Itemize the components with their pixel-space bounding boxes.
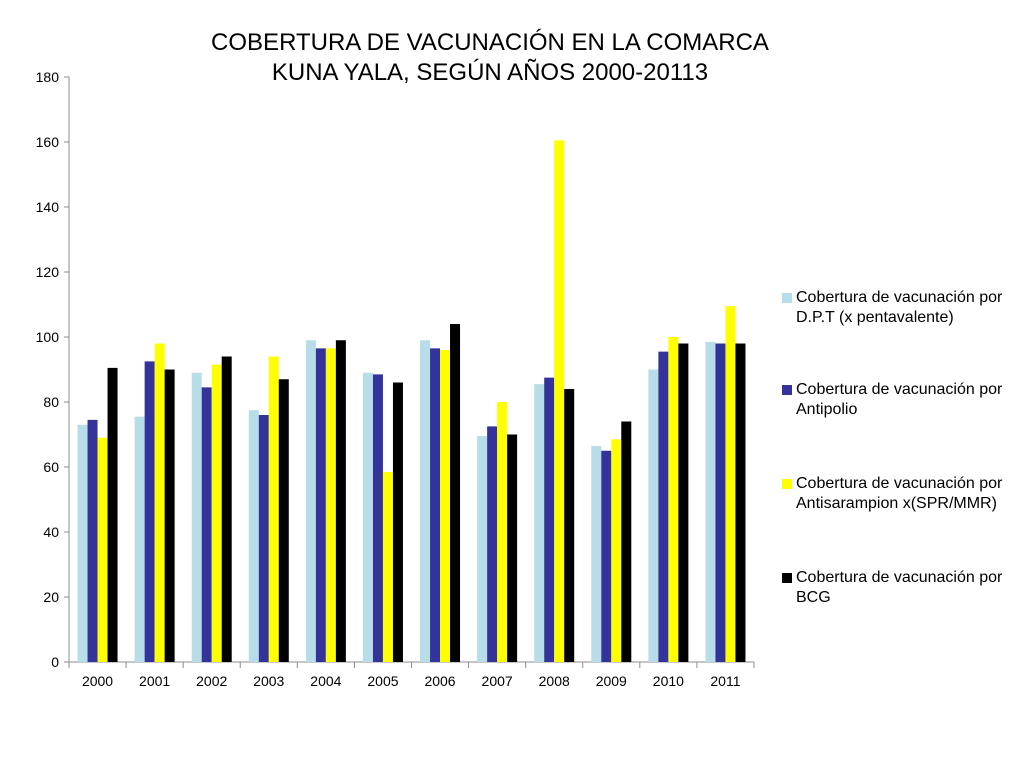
bar-series-4-2005 <box>392 382 403 662</box>
bar-series-1-2005 <box>362 372 373 662</box>
bar-series-1-2009 <box>591 445 602 662</box>
y-tick-label: 140 <box>36 199 60 215</box>
bar-series-2-2003 <box>258 415 269 662</box>
bar-series-4-2002 <box>221 356 232 662</box>
bar-series-1-2006 <box>420 340 431 662</box>
chart-title-line-2: KUNA YALA, SEGÚN AÑOS 2000-20113 <box>271 59 709 86</box>
bar-series-3-2006 <box>440 350 451 662</box>
x-tick-label: 2001 <box>139 673 170 689</box>
bar-series-3-2001 <box>154 343 165 662</box>
y-tick-label: 180 <box>36 69 60 85</box>
x-tick-label: 2007 <box>482 673 513 689</box>
bar-series-2-2007 <box>487 426 498 662</box>
bar-series-1-2001 <box>134 416 145 662</box>
bar-series-2-2009 <box>601 450 612 662</box>
bar-series-3-2010 <box>668 337 679 662</box>
bar-series-3-2004 <box>325 348 336 662</box>
y-tick-label: 160 <box>36 134 60 150</box>
bar-series-3-2002 <box>211 364 222 662</box>
y-tick-label: 60 <box>43 459 59 475</box>
bar-series-1-2003 <box>248 410 259 662</box>
bar-series-3-2011 <box>725 306 736 662</box>
legend-label-dpt: Cobertura de vacunación por D.P.T (x pen… <box>796 289 1003 326</box>
x-tick-label: 2008 <box>539 673 570 689</box>
bar-series-1-2008 <box>534 384 545 662</box>
bar-series-3-2008 <box>554 140 565 662</box>
bar-series-3-2005 <box>382 471 393 662</box>
bar-series-4-2011 <box>735 343 746 662</box>
legend-label-bcg: Cobertura de vacunación por BCG <box>796 569 1003 606</box>
legend-swatch-dpt <box>782 293 792 303</box>
bar-series-1-2011 <box>705 341 716 662</box>
bar-series-1-2000 <box>77 424 88 662</box>
x-tick-label: 2003 <box>253 673 284 689</box>
x-tick-label: 2011 <box>710 673 740 689</box>
x-tick-label: 2010 <box>653 673 684 689</box>
bar-series-4-2000 <box>107 367 118 662</box>
bar-series-1-2010 <box>648 369 659 662</box>
y-tick-label: 20 <box>43 589 59 605</box>
bar-series-1-2007 <box>477 436 488 662</box>
y-tick-label: 100 <box>36 329 60 345</box>
bar-series-4-2001 <box>164 369 175 662</box>
y-tick-label: 0 <box>51 654 59 670</box>
legend-label-antipolio: Cobertura de vacunación por Antipolio <box>796 381 1003 418</box>
legend-label-antisarampion: Cobertura de vacunación por Antisarampio… <box>796 475 1003 512</box>
bar-series-3-2009 <box>611 439 622 662</box>
bar-series-2-2002 <box>201 387 212 662</box>
x-tick-label: 2006 <box>424 673 455 689</box>
bar-series-4-2004 <box>335 340 346 662</box>
chart-title-line-1: COBERTURA DE VACUNACIÓN EN LA COMARCA <box>211 29 769 56</box>
y-tick-label: 120 <box>36 264 60 280</box>
x-tick-label: 2002 <box>196 673 227 689</box>
chart-title: COBERTURA DE VACUNACIÓN EN LA COMARCA KU… <box>150 28 830 88</box>
bar-series-4-2009 <box>621 421 632 662</box>
bar-series-2-2010 <box>658 351 669 662</box>
x-tick-label: 2004 <box>310 673 341 689</box>
bar-series-1-2004 <box>305 340 316 662</box>
bar-series-2-2001 <box>144 361 155 662</box>
y-tick-label: 40 <box>43 524 59 540</box>
bar-series-1-2002 <box>191 372 202 662</box>
bar-series-4-2008 <box>564 389 575 662</box>
legend-swatch-bcg <box>782 573 792 583</box>
x-tick-label: 2000 <box>82 673 113 689</box>
bar-series-2-2005 <box>372 374 383 662</box>
bar-series-2-2004 <box>315 348 326 662</box>
bar-series-4-2007 <box>507 434 518 662</box>
bar-series-3-2007 <box>497 402 508 662</box>
bar-series-3-2000 <box>97 437 108 662</box>
y-tick-label: 80 <box>43 394 59 410</box>
bar-series-2-2000 <box>87 419 98 662</box>
bar-series-3-2003 <box>268 356 279 662</box>
x-tick-label: 2009 <box>596 673 627 689</box>
x-tick-label: 2005 <box>367 673 398 689</box>
legend-swatch-antisarampion <box>782 479 792 489</box>
bar-series-2-2008 <box>544 377 555 662</box>
bar-series-4-2010 <box>678 343 689 662</box>
bar-series-2-2006 <box>430 348 441 662</box>
bar-series-4-2006 <box>450 324 461 662</box>
legend-swatch-antipolio <box>782 385 792 395</box>
bar-series-4-2003 <box>278 379 289 662</box>
bar-series-2-2011 <box>715 343 726 662</box>
